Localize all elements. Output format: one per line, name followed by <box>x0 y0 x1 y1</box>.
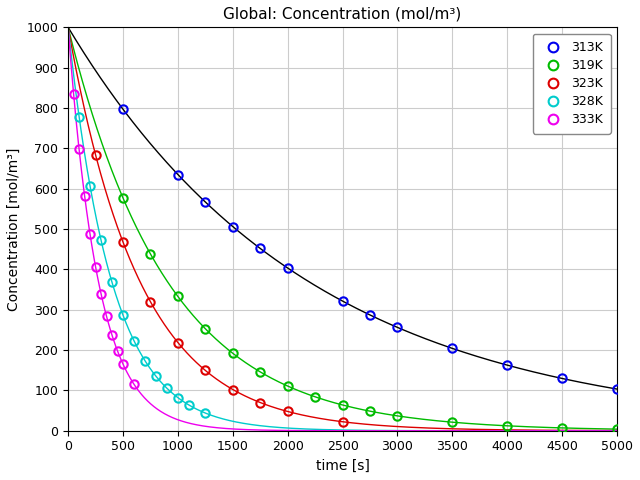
319K <box>394 413 401 419</box>
313K <box>504 362 511 368</box>
319K <box>119 195 127 201</box>
313K <box>558 375 566 381</box>
328K <box>185 402 193 408</box>
313K <box>202 199 209 205</box>
333K <box>97 291 105 297</box>
313K <box>613 386 621 392</box>
319K <box>449 420 456 425</box>
313K <box>229 224 237 229</box>
319K <box>174 294 182 300</box>
319K <box>311 394 319 400</box>
Legend: 313K, 319K, 323K, 328K, 333K: 313K, 319K, 323K, 328K, 333K <box>532 34 611 133</box>
Line: 328K: 328K <box>75 112 209 417</box>
Line: 313K: 313K <box>119 105 621 393</box>
319K <box>147 251 154 257</box>
319K <box>202 326 209 332</box>
333K <box>81 193 88 199</box>
313K <box>174 172 182 178</box>
323K <box>119 239 127 245</box>
333K <box>119 361 127 367</box>
333K <box>70 91 77 96</box>
328K <box>141 358 148 363</box>
319K <box>257 369 264 375</box>
Title: Global: Concentration (mol/m³): Global: Concentration (mol/m³) <box>223 7 461 22</box>
323K <box>174 340 182 346</box>
X-axis label: time [s]: time [s] <box>316 459 369 473</box>
323K <box>257 400 264 406</box>
313K <box>449 346 456 351</box>
Line: 333K: 333K <box>69 90 138 388</box>
328K <box>119 312 127 318</box>
328K <box>174 395 182 400</box>
Y-axis label: Concentration [mol/m³]: Concentration [mol/m³] <box>7 147 21 311</box>
328K <box>202 410 209 416</box>
313K <box>119 107 127 112</box>
333K <box>114 348 122 354</box>
Text: COMSOL
MULTIPHYSICS: COMSOL MULTIPHYSICS <box>536 39 612 61</box>
323K <box>339 419 346 425</box>
319K <box>339 402 346 408</box>
319K <box>504 423 511 429</box>
333K <box>86 231 94 237</box>
319K <box>229 350 237 356</box>
333K <box>76 146 83 152</box>
333K <box>130 382 138 387</box>
313K <box>366 312 374 318</box>
328K <box>97 237 105 243</box>
323K <box>147 299 154 305</box>
328K <box>130 338 138 344</box>
333K <box>92 264 99 270</box>
323K <box>284 408 292 414</box>
328K <box>86 183 94 189</box>
323K <box>229 386 237 392</box>
323K <box>92 152 99 158</box>
313K <box>339 298 346 304</box>
328K <box>76 114 83 120</box>
333K <box>108 332 116 338</box>
319K <box>366 408 374 414</box>
319K <box>613 426 621 432</box>
328K <box>163 385 171 391</box>
323K <box>202 368 209 373</box>
328K <box>152 373 160 379</box>
328K <box>108 279 116 285</box>
Line: 319K: 319K <box>119 194 621 433</box>
Line: 323K: 323K <box>92 151 347 426</box>
313K <box>257 246 264 252</box>
313K <box>394 324 401 330</box>
333K <box>102 313 110 319</box>
313K <box>284 265 292 271</box>
319K <box>558 425 566 431</box>
319K <box>284 383 292 389</box>
